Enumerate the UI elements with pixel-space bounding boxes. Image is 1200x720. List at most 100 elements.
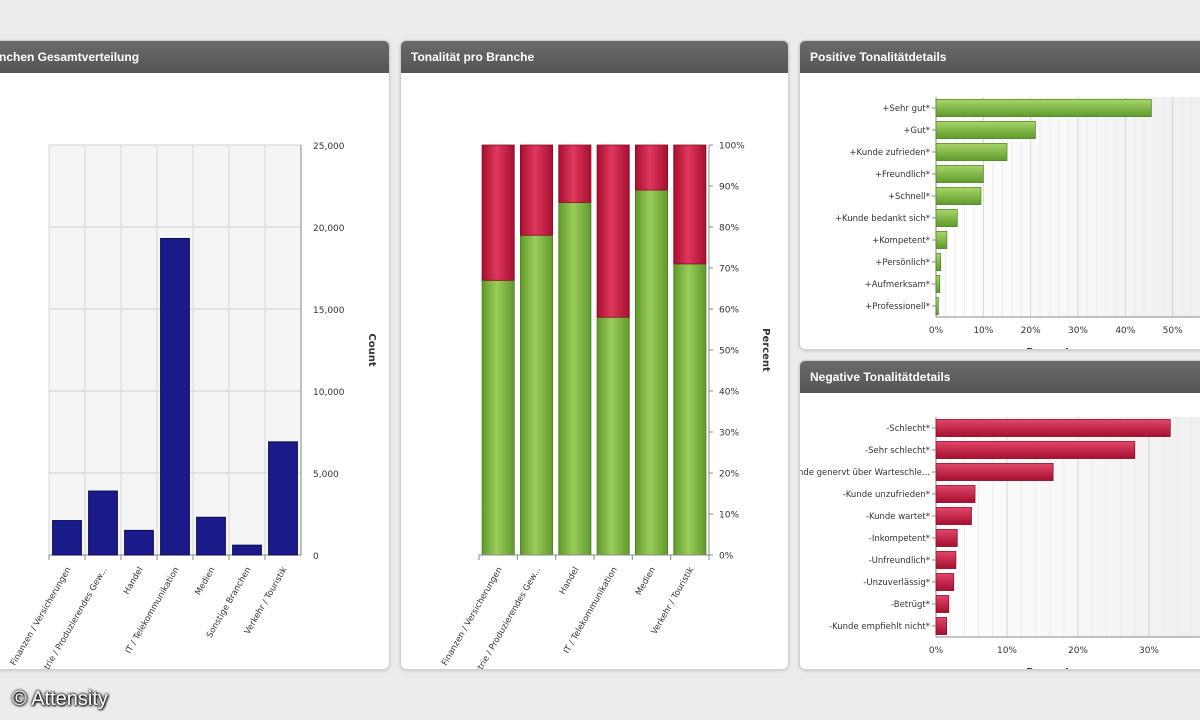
y-tick-label: 25,000 (313, 142, 345, 152)
bar (935, 441, 1136, 459)
bar (268, 441, 298, 556)
y-tick-label: -Kunde empfiehlt nicht* (829, 622, 930, 632)
bar (935, 573, 955, 591)
bar (935, 507, 972, 525)
x-tick-label: 10% (997, 646, 1017, 656)
bar (935, 297, 939, 315)
x-tick-label: Finanzen / Versicherungen (9, 566, 74, 668)
y-tick-label: -Kunde genervt über Warteschle... (800, 468, 930, 478)
y-tick-label: 20% (719, 470, 739, 480)
x-tick-label: Medien (193, 566, 217, 598)
y-tick-label: 0% (719, 552, 734, 562)
bar-negative (520, 144, 554, 236)
y-tick-label: -Unzuverlässig* (863, 578, 930, 588)
y-tick-label: 20,000 (313, 224, 345, 234)
x-tick-label: 10% (973, 326, 993, 336)
bar (935, 595, 950, 613)
y-tick-label: 10% (719, 511, 739, 521)
y-tick-label: +Sehr gut* (882, 104, 930, 114)
bar (935, 231, 948, 249)
y-tick-label: 80% (719, 224, 739, 234)
bar (935, 187, 982, 205)
bar (88, 490, 118, 556)
y-tick-label: -Kunde unzufrieden* (843, 490, 930, 500)
y-tick-label: +Kunde zufrieden* (849, 148, 930, 158)
bar-positive (673, 263, 707, 556)
bar (935, 165, 984, 183)
x-tick-label: Verkehr / Touristik (650, 565, 697, 636)
y-tick-label: +Professionell* (865, 302, 930, 312)
y-tick-label: 0 (313, 552, 319, 562)
y-tick-label: -Unfreundlich* (869, 556, 930, 566)
y-tick-label: +Freundlich* (875, 170, 930, 180)
bar (935, 143, 1008, 161)
y-tick-label: 30% (719, 429, 739, 439)
y-tick-label: +Kunde bedankt sich* (835, 214, 930, 224)
y-tick-label: 40% (719, 388, 739, 398)
bar (935, 617, 947, 635)
x-tick-label: 30% (1068, 326, 1088, 336)
bar (52, 520, 82, 556)
panel-title: Tonalität pro Branche (401, 41, 788, 73)
bar (935, 419, 1171, 437)
y-tick-label: +Gut* (903, 126, 930, 136)
bar (935, 529, 958, 547)
panel-title: Negative Tonalitätdetails (800, 361, 1200, 393)
bar (935, 209, 958, 227)
bar (935, 275, 941, 293)
chart-total-distribution: 0 5,000 10,000 15,000 20,000 25,000 Finanzen /… (9, 142, 377, 669)
bar (935, 99, 1152, 117)
bar-positive (596, 316, 630, 556)
y-tick-label: -Sehr schlecht* (865, 446, 930, 456)
y-tick-label: -Kunde wartet* (866, 512, 930, 522)
x-axis-title: Percent (1026, 667, 1070, 669)
copyright-watermark: © Attensity (12, 688, 108, 710)
y-tick-label: 10,000 (313, 388, 345, 398)
x-tick-label: 0% (929, 646, 944, 656)
bar (196, 516, 226, 556)
bar-negative (481, 144, 515, 281)
y-tick-label: +Kompetent* (872, 236, 930, 246)
y-tick-label: +Schnell* (888, 192, 930, 202)
y-tick-label: 15,000 (313, 306, 345, 316)
x-tick-label: 30% (1139, 646, 1159, 656)
x-tick-label: Handel (122, 566, 146, 597)
y-axis-title: Count (366, 333, 377, 366)
y-tick-label: 5,000 (313, 470, 339, 480)
bar-positive (481, 279, 515, 556)
bar-negative (634, 144, 668, 191)
y-tick-label: 50% (719, 347, 739, 357)
bar-negative (596, 144, 630, 318)
bar-positive (520, 234, 554, 556)
bar (935, 551, 957, 569)
panel-tonality-per-industry: Tonalität pro Branche Finanzen / Versich… (400, 40, 789, 670)
y-tick-label: -Inkompetent* (869, 534, 930, 544)
bar-negative (558, 144, 592, 203)
bar (935, 253, 942, 271)
x-tick-label: 40% (1115, 326, 1135, 336)
y-tick-label: +Persönlich* (875, 258, 930, 268)
y-tick-label: +Aufmerksam* (865, 280, 930, 290)
x-tick-label: Handel (558, 566, 582, 597)
y-axis-title: Percent (760, 328, 771, 372)
x-tick-label: 20% (1068, 646, 1088, 656)
bar-positive (634, 189, 668, 556)
x-tick-label: 0% (929, 326, 944, 336)
panel-title: nchen Gesamtverteilung (0, 41, 389, 73)
panel-positive-details: Positive Tonalitätdetails 0% 10% 20% 30% 40%… (799, 40, 1200, 350)
bar (124, 529, 154, 556)
panel-title: Positive Tonalitätdetails (800, 41, 1200, 73)
chart-positive-details: 0%10%20%30%40%50%60+Sehr gut*+Gut*+Kunde… (835, 97, 1200, 349)
y-tick-label: -Schlecht* (886, 424, 930, 434)
y-tick-label: 60% (719, 306, 739, 316)
x-axis-title: Percent (1026, 347, 1070, 349)
y-tick-label: 70% (719, 265, 739, 275)
panel-negative-details: Negative Tonalitätdetails 0%10%20%30%40-… (799, 360, 1200, 670)
bar-positive (558, 201, 592, 556)
y-tick-label: 100% (719, 142, 745, 152)
bar (935, 463, 1054, 481)
chart-negative-details: 0%10%20%30%40-Schlecht*-Sehr schlecht*-K… (800, 417, 1200, 669)
x-tick-label: 50% (1163, 326, 1183, 336)
bar (160, 237, 190, 556)
